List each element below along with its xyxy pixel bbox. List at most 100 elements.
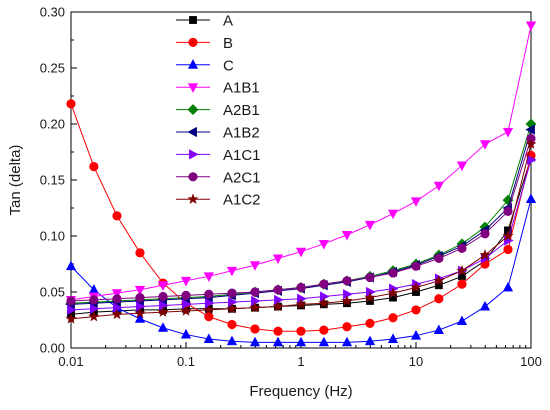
data-point-a1c2 — [387, 287, 399, 298]
series-a1c1 — [67, 154, 537, 316]
data-point-b — [89, 161, 99, 172]
legend-item-b: B — [176, 35, 233, 52]
legend-label: A1C1 — [223, 147, 261, 164]
legend-label: A — [223, 13, 233, 30]
data-point-a2c1 — [181, 290, 191, 300]
x-axis-title: Frequency (Hz) — [249, 383, 352, 400]
data-point-c — [410, 330, 422, 340]
data-point-a1c2 — [226, 302, 238, 314]
data-point-b — [112, 211, 122, 221]
data-point-c — [433, 324, 444, 334]
data-point-a1c1 — [343, 289, 353, 300]
legend-item-a2b1: A2B1 — [176, 102, 260, 119]
data-point-a1b1 — [387, 209, 399, 220]
data-point-c — [134, 313, 146, 323]
data-point-a1c2 — [410, 281, 422, 293]
data-point-a1c1 — [67, 304, 77, 316]
data-point-b — [319, 325, 329, 335]
legend-label: A1C2 — [223, 192, 261, 209]
data-point-c — [387, 333, 399, 343]
data-point-a1b1 — [111, 289, 123, 299]
data-point-a2c1 — [158, 291, 168, 302]
data-point-b — [135, 248, 145, 258]
data-point-c — [341, 336, 353, 347]
data-point-a1c2 — [479, 249, 491, 260]
legend-marker — [188, 172, 198, 182]
legend-item-a: A — [176, 13, 233, 30]
data-point-c — [249, 336, 261, 347]
y-tick-label: 0.20 — [40, 117, 65, 132]
data-point-b — [296, 326, 306, 336]
legend-item-a1c2: A1C2 — [176, 192, 261, 209]
x-tick-label: 0.1 — [177, 354, 195, 369]
data-point-a1c2 — [318, 297, 330, 308]
data-point-a1c1 — [113, 302, 123, 313]
y-tick-label: 0.15 — [40, 173, 65, 188]
data-point-a1c2 — [364, 291, 376, 303]
data-point-c — [180, 328, 192, 339]
data-point-a1c2 — [180, 305, 192, 316]
data-point-a1c2 — [111, 308, 123, 320]
legend-marker — [187, 104, 199, 116]
data-point-a1b1 — [272, 254, 284, 265]
data-point-a1b1 — [134, 285, 146, 296]
legend-marker — [187, 83, 199, 93]
data-point-b — [365, 318, 375, 328]
legend-label: A1B2 — [223, 125, 260, 142]
data-point-a1c1 — [159, 300, 169, 311]
data-point-a2c1 — [411, 261, 421, 271]
data-point-a1b1 — [525, 21, 537, 32]
data-point-c — [272, 336, 284, 347]
data-point-c — [525, 193, 537, 203]
data-point-a2c1 — [89, 295, 99, 305]
x-tick-label: 10 — [409, 354, 423, 369]
data-point-b — [342, 322, 352, 332]
data-point-a1b1 — [203, 272, 214, 282]
data-point-a2c1 — [503, 206, 513, 216]
data-point-a1b1 — [180, 276, 192, 287]
x-tick-label: 1 — [297, 354, 304, 369]
data-point-a2c1 — [112, 294, 122, 304]
data-point-c — [226, 335, 238, 346]
data-point-a2c1 — [434, 253, 444, 263]
data-point-a2c1 — [204, 289, 214, 299]
data-point-a1c2 — [295, 298, 307, 310]
y-axis-title: Tan (delta) — [7, 145, 24, 216]
data-point-b — [411, 305, 421, 315]
data-point-a1c2 — [249, 301, 261, 313]
legend-marker — [187, 126, 197, 138]
series-a1b1 — [65, 21, 537, 306]
legend-marker — [187, 59, 199, 69]
data-point-a1c2 — [272, 300, 284, 312]
data-point-a1c2 — [341, 295, 353, 306]
legend-label: A2B1 — [223, 102, 260, 119]
data-point-a1b1 — [502, 127, 514, 138]
data-point-a2c1 — [135, 293, 145, 303]
data-point-a1c2 — [134, 307, 146, 319]
data-point-a2c1 — [388, 268, 398, 278]
data-point-a1c1 — [204, 298, 215, 309]
y-tick-label: 0.05 — [40, 285, 65, 300]
data-point-a1b1 — [364, 220, 376, 231]
legend-marker — [189, 16, 197, 24]
data-point-a2c1 — [296, 282, 306, 293]
data-point-a1c2 — [502, 230, 514, 241]
series-a1c2 — [65, 138, 537, 324]
data-point-c — [295, 336, 307, 347]
data-point-a1c2 — [525, 138, 537, 149]
y-tick-label: 0.30 — [40, 5, 65, 20]
legend-item-a1b2: A1B2 — [176, 125, 260, 142]
legend-marker — [188, 37, 198, 48]
data-point-b — [457, 279, 467, 289]
data-point-c — [203, 333, 214, 343]
data-point-a2c1 — [365, 272, 375, 283]
data-point-a1b1 — [456, 161, 468, 172]
data-point-b — [434, 294, 444, 304]
data-point-a1c2 — [157, 306, 169, 317]
x-tick-label: 0.01 — [58, 354, 83, 369]
data-point-a1b2 — [525, 124, 535, 135]
data-point-b — [273, 326, 283, 336]
data-point-a1c1 — [274, 294, 284, 305]
data-point-c — [318, 336, 329, 347]
data-point-a2c1 — [480, 229, 490, 239]
